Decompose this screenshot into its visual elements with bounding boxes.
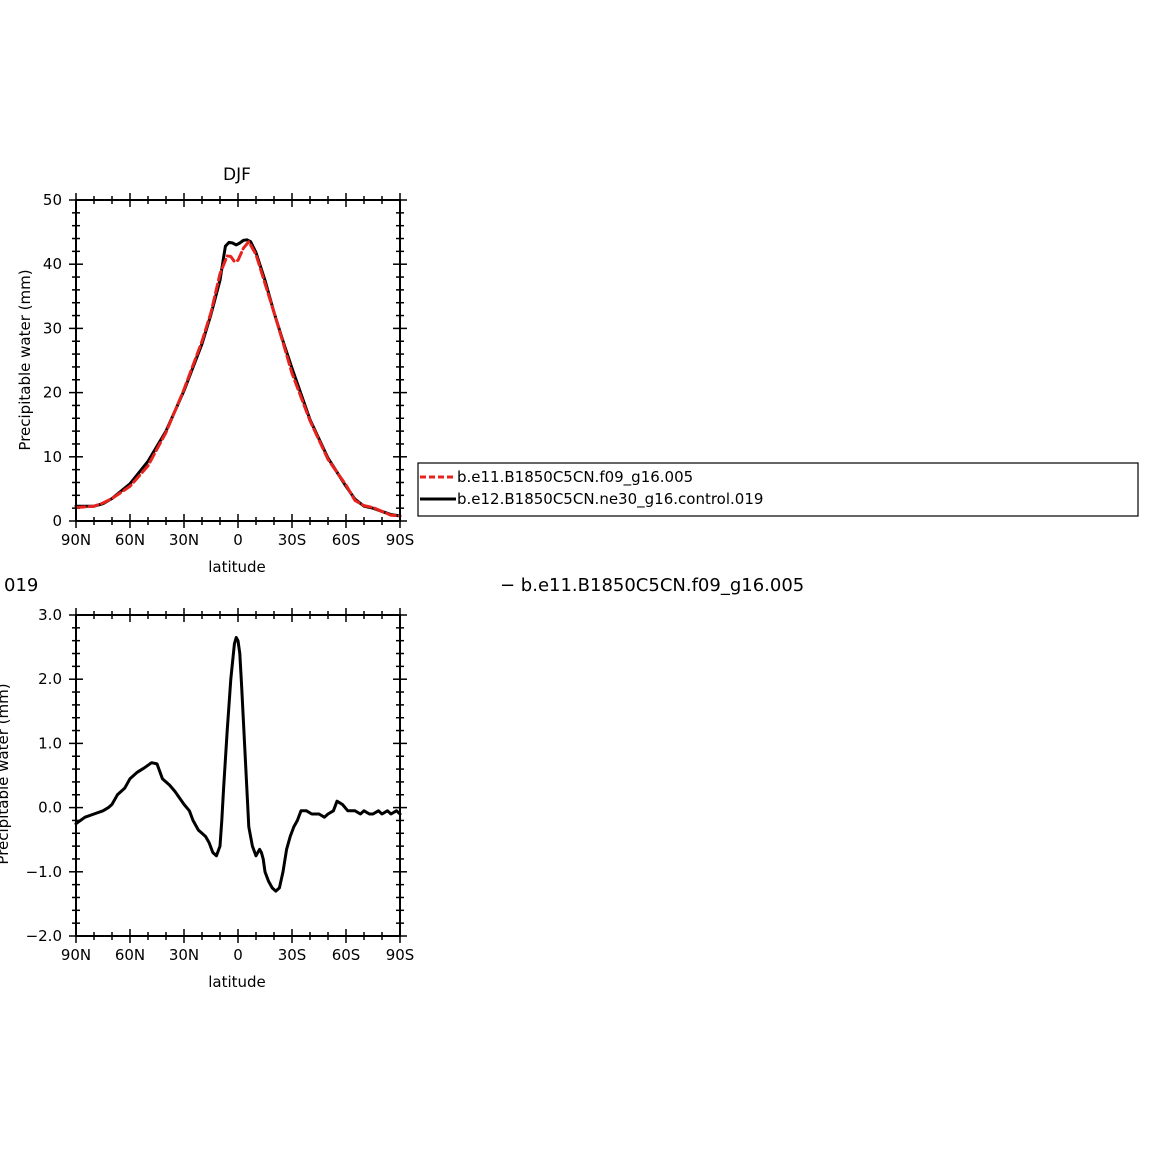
y-tick-label: −1.0 bbox=[26, 863, 62, 881]
y-tick-label: −2.0 bbox=[26, 927, 62, 945]
x-tick-label: 60S bbox=[332, 946, 361, 964]
bottom-plot-frame bbox=[75, 614, 401, 937]
y-tick-label: 10 bbox=[43, 448, 62, 466]
y-tick-label: 2.0 bbox=[38, 670, 62, 688]
x-tick-label: 0 bbox=[233, 531, 243, 549]
bottom-plot: 90N 60N 30N 0 30S 60S 90S−2.0−1.00.01.02.03.0 … bbox=[0, 606, 414, 991]
y-tick-label: 0 bbox=[52, 512, 62, 530]
x-tick-label: 60N bbox=[115, 946, 145, 964]
bottom-plot-series bbox=[74, 636, 402, 893]
x-tick-label: 0 bbox=[233, 946, 243, 964]
y-tick-label: 30 bbox=[43, 319, 62, 337]
bottom-title-right: − b.e11.B1850C5CN.f09_g16.005 bbox=[500, 575, 804, 596]
top-plot-ticks: 90N 60N 30N 0 30S 60S 90S 0 10 20 30 40 50 bbox=[43, 191, 414, 549]
top-plot-title: DJF bbox=[223, 165, 251, 185]
legend-entry-1: b.e11.B1850C5CN.f09_g16.005 bbox=[457, 468, 693, 487]
x-tick-label: 30S bbox=[278, 946, 307, 964]
series-line-1 bbox=[74, 636, 402, 893]
legend-box bbox=[417, 462, 1139, 517]
top-plot-ylabel: Precipitable water (mm) bbox=[16, 269, 34, 450]
x-tick-label: 30S bbox=[278, 531, 307, 549]
x-tick-label: 60N bbox=[115, 531, 145, 549]
bottom-plot-ylabel: Precipitable water (mm) bbox=[0, 683, 12, 864]
top-plot-series bbox=[74, 238, 402, 518]
legend-entry-2: b.e12.B1850C5CN.ne30_g16.control.019 bbox=[457, 490, 763, 509]
x-tick-label: 90N bbox=[61, 946, 91, 964]
legend: b.e11.B1850C5CN.f09_g16.005 b.e12.B1850C… bbox=[417, 462, 1139, 517]
top-plot-xlabel: latitude bbox=[208, 558, 266, 576]
y-tick-label: 40 bbox=[43, 255, 62, 273]
x-tick-label: 30N bbox=[169, 531, 199, 549]
x-tick-label: 30N bbox=[169, 946, 199, 964]
series-line-1 bbox=[74, 240, 402, 518]
y-tick-label: 1.0 bbox=[38, 734, 62, 752]
bottom-plot-xlabel: latitude bbox=[208, 973, 266, 991]
top-plot-frame bbox=[75, 199, 401, 522]
y-tick-label: 50 bbox=[43, 191, 62, 209]
bottom-plot-ticks: 90N 60N 30N 0 30S 60S 90S −2.0 −1.0 0.0 1.0 2.0 3.0 bbox=[26, 606, 415, 964]
y-tick-label: 3.0 bbox=[38, 606, 62, 624]
x-tick-label: 60S bbox=[332, 531, 361, 549]
top-plot: DJF 90N 60N 30N 0 30S 60S 90S 0 10 20 30 40 50 latit… bbox=[16, 165, 414, 576]
y-tick-label: 0.0 bbox=[38, 799, 62, 817]
series-line-2 bbox=[74, 238, 402, 518]
bottom-title-left: 019 bbox=[4, 575, 38, 596]
x-tick-label: 90S bbox=[386, 531, 415, 549]
y-tick-label: 20 bbox=[43, 384, 62, 402]
x-tick-label: 90N bbox=[61, 531, 91, 549]
x-tick-label: 90S bbox=[386, 946, 415, 964]
